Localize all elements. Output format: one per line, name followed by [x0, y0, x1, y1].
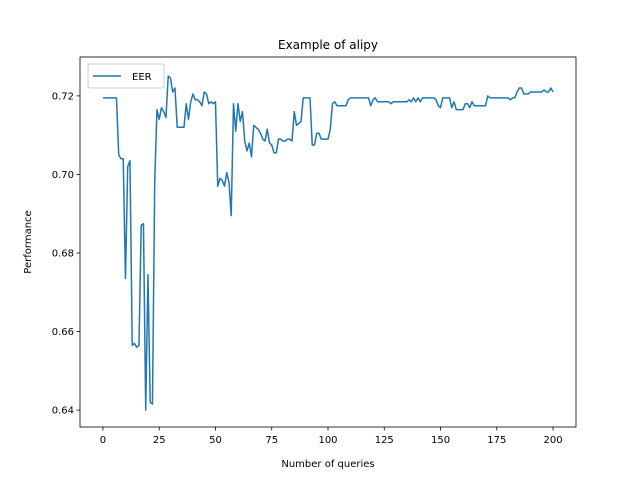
x-tick-label: 125: [375, 435, 394, 446]
y-tick-label: 0.72: [52, 91, 74, 102]
plot-frame: [79, 56, 577, 428]
x-tick-label: 100: [318, 435, 337, 446]
y-axis-label: Performance: [23, 210, 34, 273]
y-tick-label: 0.70: [52, 170, 74, 181]
x-tick-label: 0: [100, 435, 106, 446]
line-series: [102, 75, 554, 411]
y-tick-label: 0.64: [52, 406, 74, 417]
x-tick-label: 75: [265, 435, 278, 446]
x-axis-label: Number of queries: [281, 459, 374, 470]
x-tick-label: 175: [487, 435, 506, 446]
x-tick-label: 50: [209, 435, 222, 446]
x-tick-label: 200: [543, 435, 562, 446]
legend-box: [87, 63, 165, 89]
chart-title: Example of alipy: [278, 38, 378, 52]
y-tick-label: 0.68: [52, 248, 74, 259]
x-tick-label: 150: [431, 435, 450, 446]
legend-label: EER: [132, 72, 152, 83]
x-tick-label: 25: [153, 435, 166, 446]
y-tick-label: 0.66: [52, 327, 74, 338]
